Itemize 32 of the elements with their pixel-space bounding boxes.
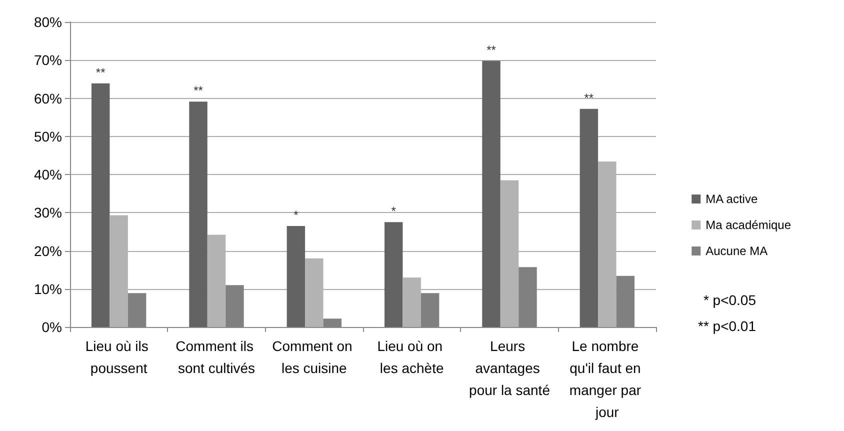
text: ** p<0.01 bbox=[698, 318, 756, 334]
bar bbox=[91, 83, 110, 327]
legend-label: MA active bbox=[706, 192, 758, 206]
bar bbox=[189, 102, 208, 327]
data-label: ** bbox=[584, 90, 594, 105]
x-tick-label: Lieu où on les achète bbox=[377, 338, 446, 376]
y-tick-label: 40% bbox=[34, 166, 62, 182]
data-label: ** bbox=[96, 65, 106, 80]
bar bbox=[384, 222, 403, 327]
data-label: ** bbox=[194, 84, 204, 98]
y-tick-label: 50% bbox=[34, 128, 62, 144]
text: * p<0.05 bbox=[703, 292, 756, 308]
x-tick-label: Lieu où ils poussent bbox=[85, 338, 152, 376]
legend-label: Ma académique bbox=[706, 218, 792, 232]
data-label: * bbox=[391, 204, 396, 218]
y-tick-label: 80% bbox=[34, 14, 62, 30]
y-tick-label: 70% bbox=[34, 52, 62, 68]
x-tick-label: Comment on les cuisine bbox=[272, 338, 356, 376]
bar bbox=[286, 226, 306, 327]
y-tick-label: 30% bbox=[34, 204, 62, 221]
y-tick-label: 60% bbox=[34, 90, 62, 106]
y-tick-label: 10% bbox=[34, 280, 62, 297]
data-label: * bbox=[294, 208, 299, 222]
x-tick-label: Comment ils sont cultivés bbox=[176, 338, 258, 376]
y-tick-label: 0% bbox=[42, 319, 62, 335]
legend-label: Aucune MA bbox=[706, 244, 768, 258]
data-label: ** bbox=[486, 42, 496, 57]
bar bbox=[482, 60, 500, 327]
bar bbox=[580, 108, 598, 327]
x-tick-label: Leurs avantages pour la santé bbox=[469, 338, 550, 398]
y-tick-label: 20% bbox=[34, 242, 62, 259]
x-tick-label: Le nombre qu'il faut en manger par jour bbox=[569, 338, 645, 420]
